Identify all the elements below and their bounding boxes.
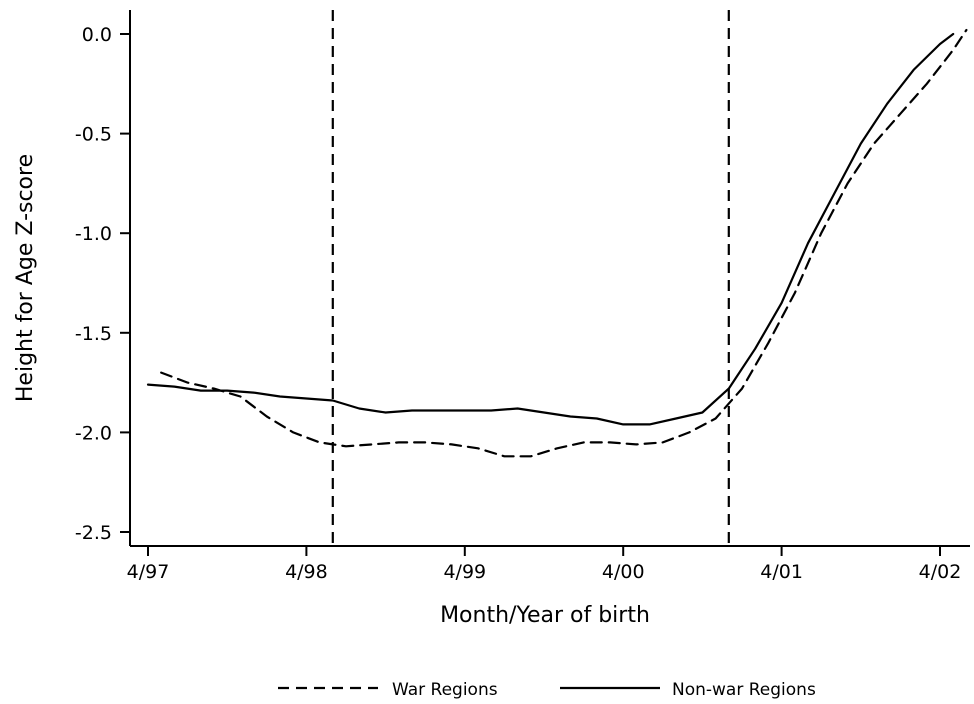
series-line-war-regions — [160, 28, 968, 458]
y-axis-title: Height for Age Z-score — [13, 154, 38, 402]
ticks-layer: 0.0 -0.5 -1.0 -1.5 -2.0 -2.5 4/97 4/98 4/99 4/00 4… — [75, 24, 961, 583]
legend-label: Non-war Regions — [672, 680, 816, 700]
x-tick-label: 4/97 — [127, 561, 170, 583]
y-tick-label: -2.0 — [75, 422, 112, 444]
legend-label: War Regions — [392, 680, 498, 700]
series-layer — [146, 28, 968, 458]
y-tick-label: 0.0 — [82, 24, 112, 46]
x-tick-label: 4/99 — [443, 561, 486, 583]
axes-layer — [129, 10, 970, 547]
x-tick-label: 4/01 — [760, 561, 803, 583]
y-tick-label: -0.5 — [75, 124, 112, 146]
y-tick-label: -2.5 — [75, 522, 112, 544]
series-line-non-war-regions — [146, 32, 955, 426]
y-tick-label: -1.5 — [75, 323, 112, 345]
x-tick-label: 4/00 — [602, 561, 645, 583]
legend: War Regions Non-war Regions — [278, 680, 816, 700]
x-tick-label: 4/02 — [919, 561, 962, 583]
x-axis-title: Month/Year of birth — [440, 603, 650, 628]
y-tick-label: -1.0 — [75, 223, 112, 245]
x-tick-label: 4/98 — [285, 561, 328, 583]
reference-lines-layer — [331, 10, 730, 546]
